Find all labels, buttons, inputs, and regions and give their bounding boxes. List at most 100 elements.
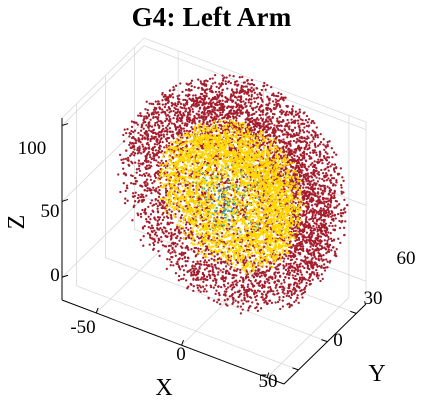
outer-cloud-point	[284, 171, 287, 174]
outer-cloud-point	[187, 87, 191, 91]
outer-cloud-point	[266, 280, 269, 283]
outer-cloud-point	[142, 127, 145, 130]
outer-cloud-point	[325, 234, 329, 237]
outer-cloud-point	[318, 155, 321, 158]
outer-cloud-point	[184, 98, 187, 102]
outer-cloud-point	[292, 150, 296, 154]
outer-cloud-point	[295, 285, 299, 288]
outer-cloud-point	[149, 175, 152, 178]
outer-cloud-point	[299, 277, 302, 281]
outer-cloud-point	[310, 121, 313, 125]
outer-cloud-point	[295, 131, 298, 135]
outer-cloud-point	[196, 104, 199, 108]
outer-cloud-point	[180, 132, 183, 135]
outer-cloud-point	[292, 229, 295, 233]
outer-cloud-point	[327, 215, 330, 218]
outer-cloud-point	[327, 202, 330, 206]
outer-cloud-point	[150, 125, 154, 128]
outer-cloud-point	[270, 122, 274, 125]
outer-cloud-point	[253, 254, 256, 257]
outer-cloud-point	[153, 124, 157, 127]
outer-cloud-point	[227, 98, 230, 101]
outer-cloud-point	[168, 111, 171, 114]
outer-cloud-point	[194, 274, 197, 277]
outer-cloud-point	[307, 225, 311, 229]
outer-cloud-point	[149, 213, 153, 216]
outer-cloud-point	[217, 101, 221, 104]
outer-cloud-point	[299, 243, 303, 246]
outer-cloud-point	[150, 157, 153, 161]
outer-cloud-point	[304, 218, 308, 221]
outer-cloud-point	[215, 289, 218, 292]
outer-cloud-point	[297, 236, 301, 240]
outer-cloud-point	[296, 119, 300, 122]
outer-cloud-point	[335, 254, 338, 258]
outer-cloud-point	[267, 98, 271, 101]
outer-cloud-point	[299, 289, 302, 293]
outer-cloud-point	[192, 285, 195, 288]
outer-cloud-point	[314, 257, 318, 260]
outer-cloud-point	[330, 173, 333, 177]
outer-cloud-point	[282, 148, 285, 151]
outer-cloud-point	[309, 141, 312, 144]
outer-cloud-point	[166, 101, 170, 105]
outer-cloud-point	[142, 244, 145, 247]
outer-cloud-point	[314, 135, 317, 138]
outer-cloud-point	[278, 298, 281, 301]
outer-cloud-point	[293, 291, 296, 295]
outer-cloud-point	[153, 229, 156, 232]
outer-cloud-point	[288, 148, 291, 151]
outer-cloud-point	[342, 208, 346, 211]
outer-cloud-point	[217, 292, 221, 295]
outer-cloud-point	[143, 131, 146, 135]
outer-cloud-point	[162, 95, 165, 98]
outer-cloud-point	[299, 213, 302, 216]
outer-cloud-point	[308, 144, 311, 147]
outer-cloud-point	[272, 140, 276, 143]
outer-cloud-point	[269, 134, 272, 137]
outer-cloud-point	[151, 237, 154, 240]
outer-cloud-point	[317, 274, 320, 277]
outer-cloud-point	[232, 75, 235, 78]
outer-cloud-point	[274, 141, 277, 144]
outer-cloud-point	[190, 283, 193, 286]
outer-cloud-point	[166, 171, 169, 174]
outer-cloud-point	[274, 301, 277, 304]
outer-cloud-point	[143, 174, 147, 178]
outer-cloud-point	[191, 119, 194, 122]
outer-cloud-point	[291, 265, 294, 268]
outer-cloud-point	[261, 270, 265, 274]
outer-cloud-point	[330, 209, 333, 213]
outer-cloud-point	[318, 252, 321, 256]
outer-cloud-point	[295, 248, 298, 252]
outer-cloud-point	[223, 299, 226, 302]
outer-cloud-point	[293, 282, 296, 285]
outer-cloud-point	[295, 113, 298, 116]
outer-cloud-point	[298, 114, 301, 118]
outer-cloud-point	[324, 197, 328, 200]
outer-cloud-point	[319, 213, 323, 216]
outer-cloud-point	[192, 260, 195, 264]
outer-cloud-point	[167, 122, 171, 126]
outer-cloud-point	[158, 216, 162, 219]
grid-line	[143, 45, 367, 130]
outer-cloud-point	[320, 257, 323, 260]
outer-cloud-point	[252, 83, 256, 87]
outer-cloud-point	[253, 262, 256, 265]
outer-cloud-point	[321, 159, 324, 162]
outer-cloud-point	[215, 155, 218, 158]
outer-cloud-point	[124, 157, 128, 160]
outer-cloud-point	[317, 196, 320, 199]
outer-cloud-point	[275, 136, 278, 139]
outer-cloud-point	[304, 240, 308, 244]
outer-cloud-point	[290, 107, 294, 111]
outer-cloud-point	[153, 216, 156, 219]
outer-cloud-point	[207, 259, 211, 262]
outer-cloud-point	[321, 177, 324, 181]
outer-cloud-point	[295, 225, 298, 228]
outer-cloud-point	[306, 265, 309, 269]
outer-cloud-point	[282, 133, 285, 136]
outer-cloud-point	[333, 250, 337, 253]
grid-line	[61, 196, 145, 278]
outer-cloud-point	[336, 212, 340, 216]
